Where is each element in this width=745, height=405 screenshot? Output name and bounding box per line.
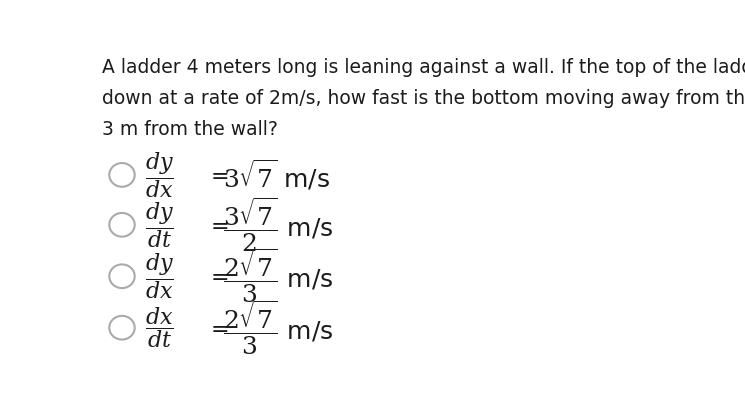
Text: down at a rate of 2m/s, how fast is the bottom moving away from the wall when it: down at a rate of 2m/s, how fast is the … (102, 89, 745, 108)
Text: $=$: $=$ (206, 215, 228, 235)
Text: $\dfrac{dy}{dx}$: $\dfrac{dy}{dx}$ (145, 150, 174, 200)
Text: $=$: $=$ (206, 165, 228, 185)
Text: 3 m from the wall?: 3 m from the wall? (102, 120, 278, 139)
Text: $\dfrac{2\sqrt{7}}{3}$ m/s: $\dfrac{2\sqrt{7}}{3}$ m/s (223, 247, 333, 305)
Text: $\dfrac{3\sqrt{7}}{2}$ m/s: $\dfrac{3\sqrt{7}}{2}$ m/s (223, 196, 333, 254)
Text: $=$: $=$ (206, 266, 228, 286)
Text: A ladder 4 meters long is leaning against a wall. If the top of the ladder is sl: A ladder 4 meters long is leaning agains… (102, 58, 745, 77)
Text: $\dfrac{2\sqrt{7}}{3}$ m/s: $\dfrac{2\sqrt{7}}{3}$ m/s (223, 298, 333, 357)
Text: $\dfrac{dx}{dt}$: $\dfrac{dx}{dt}$ (145, 305, 174, 350)
Text: $3\sqrt{7}$ m/s: $3\sqrt{7}$ m/s (223, 158, 330, 192)
Text: $\dfrac{dy}{dx}$: $\dfrac{dy}{dx}$ (145, 251, 174, 301)
Text: $\dfrac{dy}{dt}$: $\dfrac{dy}{dt}$ (145, 200, 174, 250)
Text: $=$: $=$ (206, 318, 228, 338)
